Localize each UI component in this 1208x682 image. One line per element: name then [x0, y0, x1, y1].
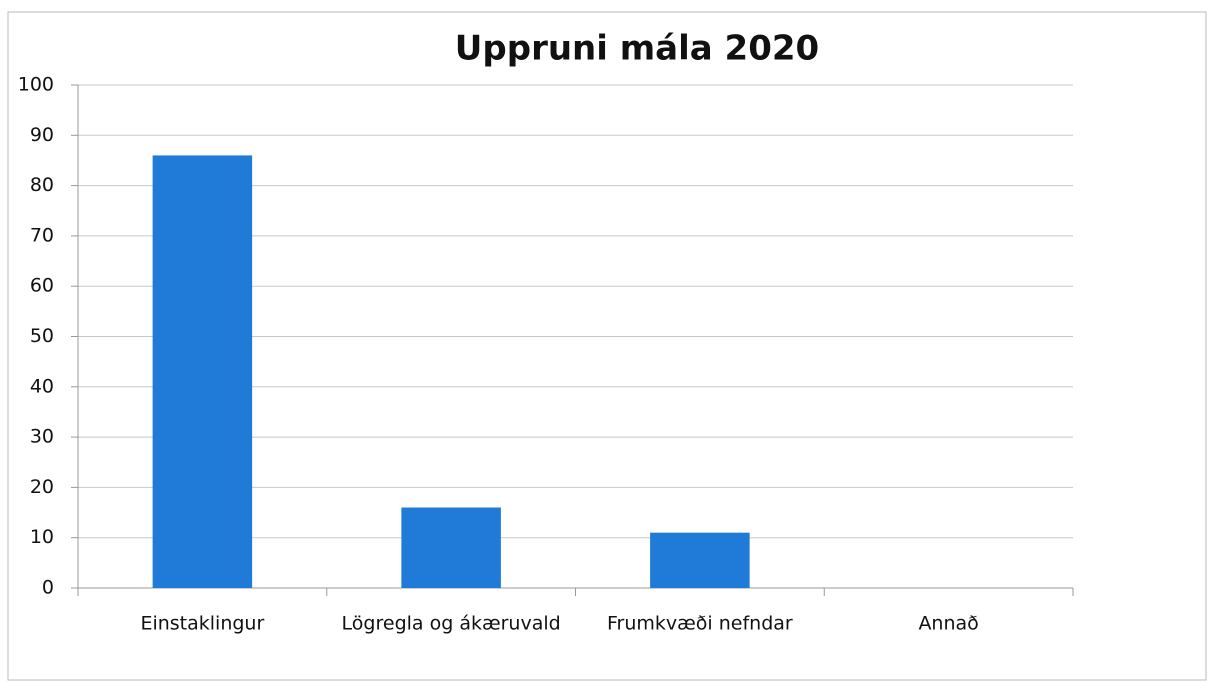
chart-title: Uppruni mála 2020 — [455, 29, 819, 69]
y-tick-label: 20 — [30, 476, 54, 498]
y-tick-label: 40 — [30, 375, 54, 397]
x-tick-label: Lögregla og ákæruvald — [342, 613, 561, 635]
y-tick-label: 70 — [30, 224, 54, 246]
y-tick-label: 0 — [42, 577, 54, 599]
y-tick-label: 80 — [30, 174, 54, 196]
bar — [152, 155, 253, 589]
y-tick-label: 50 — [30, 325, 54, 347]
y-tick-label: 60 — [30, 275, 54, 297]
y-tick-label: 90 — [30, 124, 54, 146]
x-tick-label: Einstaklingur — [140, 613, 264, 635]
x-tick-label: Annað — [918, 613, 978, 635]
x-tick-label: Frumkvæði nefndar — [607, 613, 793, 635]
y-tick-label: 10 — [30, 526, 54, 548]
chart-frame — [7, 11, 1207, 681]
bar — [401, 507, 501, 588]
y-tick-label: 30 — [30, 426, 54, 448]
y-tick-label: 100 — [18, 74, 54, 96]
bar — [650, 532, 750, 588]
